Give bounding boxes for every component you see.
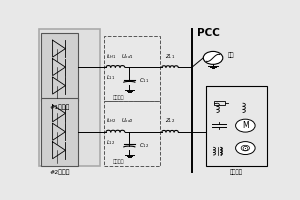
Text: 输出滤波: 输出滤波 <box>113 159 124 164</box>
Text: $\odot$: $\odot$ <box>241 144 250 153</box>
Bar <box>41 98 78 166</box>
Text: 本地负载: 本地负载 <box>230 169 243 175</box>
Bar <box>214 101 225 105</box>
Text: M: M <box>242 121 249 130</box>
Text: $C_{12}$: $C_{12}$ <box>139 141 149 150</box>
Bar <box>206 86 266 166</box>
Circle shape <box>203 51 223 64</box>
Text: $Z_{L2}$: $Z_{L2}$ <box>165 117 175 125</box>
Circle shape <box>236 142 255 155</box>
Text: $I_{LH2}$: $I_{LH2}$ <box>106 117 117 125</box>
Circle shape <box>236 119 255 132</box>
Text: $I_{LH1}$: $I_{LH1}$ <box>106 52 117 61</box>
Text: 电源: 电源 <box>227 52 234 58</box>
Bar <box>104 36 160 101</box>
Text: $L_{11}$: $L_{11}$ <box>106 73 116 82</box>
Text: $U_{od1}$: $U_{od1}$ <box>121 52 133 61</box>
Text: PCC: PCC <box>197 28 220 38</box>
Text: $L_{12}$: $L_{12}$ <box>106 138 116 147</box>
Text: #2逆变器: #2逆变器 <box>49 169 70 175</box>
Bar <box>41 33 78 101</box>
Bar <box>39 29 100 166</box>
Text: $U_{od2}$: $U_{od2}$ <box>121 117 133 125</box>
Text: $Z_{L1}$: $Z_{L1}$ <box>165 52 175 61</box>
Text: 输出滤波: 输出滤波 <box>113 95 124 100</box>
Text: #1逆变器: #1逆变器 <box>50 104 70 110</box>
Bar <box>104 101 160 166</box>
Text: $C_{11}$: $C_{11}$ <box>139 77 149 85</box>
